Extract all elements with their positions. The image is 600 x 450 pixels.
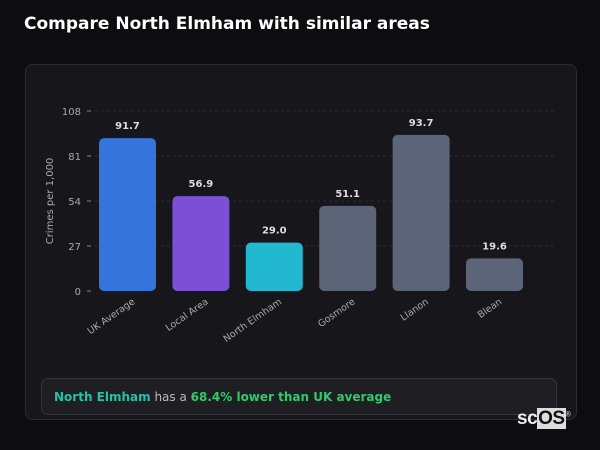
y-axis-label: Crimes per 1,000 (45, 158, 56, 245)
x-tick-label: Gosmore (316, 296, 357, 330)
y-tick-label: 108 (62, 107, 81, 118)
data-label: 51.1 (335, 189, 360, 200)
bar-local-area (172, 196, 230, 291)
data-label: 93.7 (409, 118, 434, 129)
bar-north-elmham (245, 242, 303, 291)
data-label: 19.6 (482, 241, 507, 252)
data-label: 29.0 (262, 226, 287, 237)
bar-llanon (392, 134, 450, 291)
scos-logo: scOS® (517, 408, 571, 429)
x-tick-label: Blean (476, 296, 504, 320)
bar-gosmore (319, 205, 377, 291)
data-label: 56.9 (189, 179, 214, 190)
page-title: Compare North Elmham with similar areas (24, 14, 430, 34)
x-tick-label: UK Average (86, 296, 138, 337)
y-tick-label: 81 (68, 152, 81, 163)
y-tick-label: 54 (68, 197, 81, 208)
bar-uk-average (99, 138, 156, 291)
summary-text: has a (150, 390, 191, 404)
data-label: 91.7 (115, 121, 140, 132)
summary-comparison: 68.4% lower than UK average (190, 390, 392, 404)
summary-area: North Elmham (54, 390, 151, 404)
x-tick-label: Llanon (399, 296, 431, 323)
x-tick-label: Local Area (164, 296, 211, 333)
y-tick-label: 0 (75, 287, 81, 298)
x-tick-label: North Elmham (222, 296, 284, 344)
summary-box: North Elmham has a 68.4% lower than UK a… (41, 378, 557, 415)
y-tick-label: 27 (68, 242, 81, 253)
bar-blean (466, 258, 523, 291)
